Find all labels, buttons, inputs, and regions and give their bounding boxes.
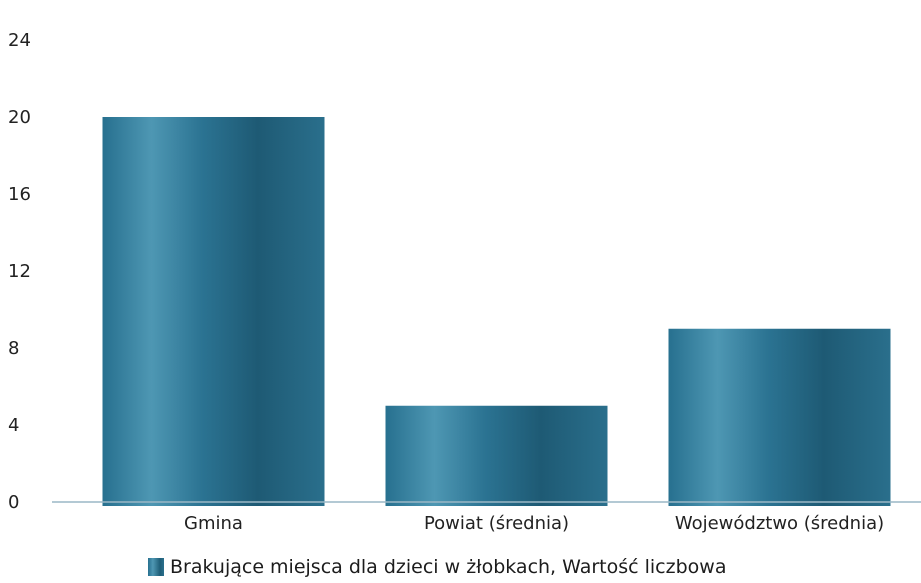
y-tick-label: 24 xyxy=(8,30,31,51)
legend: Brakujące miejsca dla dzieci w żłobkach,… xyxy=(148,556,726,578)
y-tick-label: 12 xyxy=(8,261,31,282)
legend-swatch xyxy=(148,558,164,576)
y-tick-label: 0 xyxy=(8,492,19,513)
bar xyxy=(668,328,891,506)
y-axis-ticks: 0 4 8 12 16 20 24 xyxy=(8,30,31,513)
y-tick-label: 20 xyxy=(8,107,31,128)
bar xyxy=(102,117,325,506)
x-axis-category-labels: Gmina Powiat (średnia) Województwo (średni… xyxy=(184,513,884,534)
y-tick-label: 16 xyxy=(8,184,31,205)
x-tick-label: Gmina xyxy=(184,513,243,534)
legend-label: Brakujące miejsca dla dzieci w żłobkach,… xyxy=(170,556,727,578)
bars xyxy=(102,117,891,506)
y-tick-label: 4 xyxy=(8,415,19,436)
x-tick-label: Województwo (średnia) xyxy=(675,513,884,534)
bar xyxy=(385,405,608,506)
y-tick-label: 8 xyxy=(8,338,19,359)
x-tick-label: Powiat (średnia) xyxy=(424,513,569,534)
